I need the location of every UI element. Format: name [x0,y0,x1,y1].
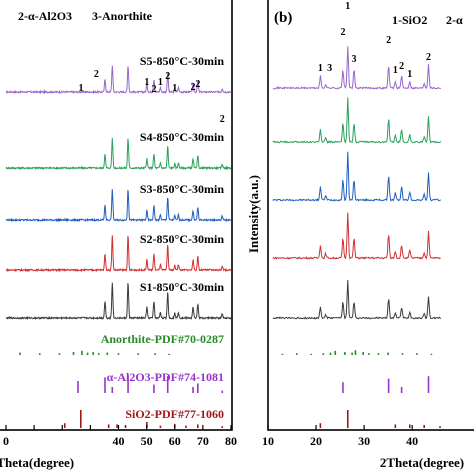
panel-a-trace-3 [5,189,231,223]
panel-b-peak-label-8: 2 [399,61,404,72]
panel-a-peak-label-2: 2 [94,69,99,80]
panel-a-ref-label-2: α-Al2O3-PDF#74-1081 [107,370,224,384]
panel-a-sample-label-2: S4-850°C-30min [140,130,224,144]
panel-a-traces [5,65,232,321]
panel-a-peak-label-7: 1 [172,83,177,94]
panel-b-trace-5 [272,279,442,320]
panel-a-ref-label-1: Anorthite-PDF#70-0287 [101,332,224,346]
panel-b-peak-label-9: 1 [407,69,412,80]
panel-b-peak-label-3: 2 [340,27,345,38]
panel-b-reference-patterns [281,350,441,428]
panel-a-frame [0,0,233,431]
panel-b-peak-label-2: 3 [327,63,332,74]
panel-a-trace-4 [5,235,232,273]
panel-a-x-tick-label-40: 40 [113,434,125,448]
panel-b-peak-label-1: 1 [318,63,323,74]
panel-b-x-axis-label: 2Theta(degree) [380,455,464,470]
panel-a-trace-1 [5,65,231,95]
panel-b-peak-label-7: 1 [393,65,398,76]
panel-b-peak-label-6: 2 [386,35,391,46]
panel-a-peak-label-3: 1 [144,77,149,88]
panel-a-x-tick-label-50: 50 [141,434,153,448]
panel-a-sample-labels: S5-850°C-30min S4-850°C-30min S3-850°C-30m… [140,54,224,294]
panel-a-sample-label-3: S3-850°C-30min [140,182,224,196]
panel-a-legend-item-1: 2-α-Al2O3 [18,9,72,23]
panel-b-traces [272,46,442,320]
panel-b-legend-item-1: 1-SiO2 [392,13,427,27]
panel-a-peak-label-5: 1 [158,77,163,88]
panel-b-trace-1 [272,46,441,90]
panel-a-trace-5 [5,282,232,321]
panel-b-x-tick-label-10: 10 [262,434,274,448]
panel-a-x-tick-label-60: 60 [169,434,181,448]
panel-b-peak-label-4: 1 [345,1,350,12]
panel-b-x-tick-label-40: 40 [406,434,418,448]
panel-b-y-axis-label: Intensity(a.u.) [246,175,261,253]
panel-b-x-tick-label-20: 20 [310,434,322,448]
panel-a-x-tick-label-70: 70 [197,434,209,448]
panel-b-peak-label-10: 2 [426,52,431,63]
panel-a-peak-label-10: 2 [220,114,225,125]
panel-b-frame [267,0,474,431]
panel-a-sample-label-4: S2-850°C-30min [140,232,224,246]
panel-a-peak-label-9: 2 [195,79,200,90]
panel-a-peak-label-6: 2 [165,71,170,82]
panel-a-x-tick-label-0: 0 [3,434,9,448]
panel-a-sample-label-1: S5-850°C-30min [140,54,224,68]
panel-b-x-tick-label-30: 30 [358,434,370,448]
panel-a-x-axis: 0 40 50 60 70 80 [3,425,237,448]
panel-b-trace-3 [272,151,442,202]
panel-b-x-axis: 10 20 30 40 [262,425,418,448]
panel-a-trace-2 [5,137,232,171]
panel-a-ref-label-3: SiO2-PDF#77-1060 [125,407,224,421]
panel-a-reference-patterns: Anorthite-PDF#70-0287 α-Al2O3-PDF#74-1081… [19,332,224,428]
panel-b-trace-4 [272,212,441,260]
panel-b-peak-label-5: 3 [352,54,357,65]
panel-a-x-axis-label: 2Theta(degree) [0,455,74,470]
panel-a-sample-label-5: S1-850°C-30min [140,280,224,294]
panel-a-peak-label-4: 2 [151,84,156,95]
panel-a-legend-item-2: 3-Anorthite [92,9,153,23]
panel-b-legend-item-2: 2-α [446,13,463,27]
panel-a-x-tick-label-80: 80 [225,434,237,448]
panel-b-label: (b) [274,10,292,26]
panel-b-trace-2 [272,97,442,144]
panel-a-peak-label-1: 1 [79,83,84,94]
panel-a-peak-label-8: 2 [191,82,196,93]
